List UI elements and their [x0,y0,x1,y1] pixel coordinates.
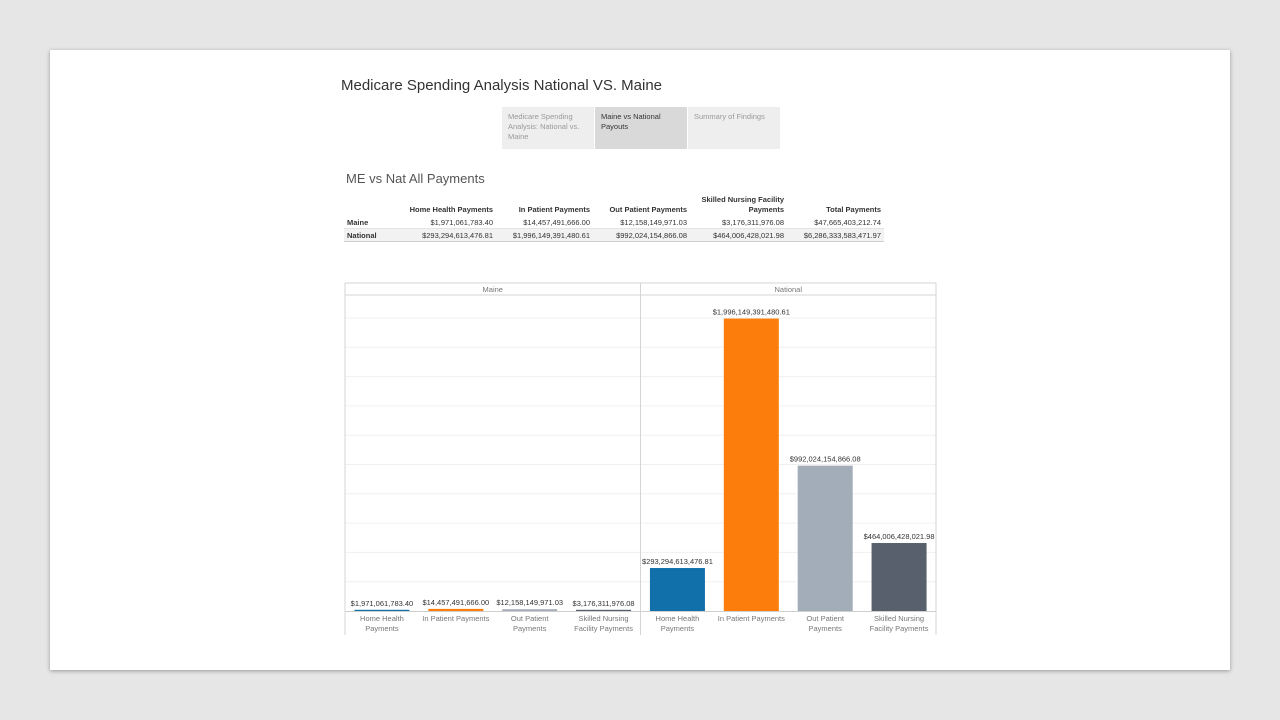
bar-national-3 [798,466,853,611]
col-header-in-patient: In Patient Payments [496,195,593,216]
table-cell: $1,971,061,783.40 [402,216,496,229]
data-label: $1,971,061,783.40 [351,599,414,608]
payments-crosstab: Home Health Payments In Patient Payments… [344,195,884,242]
story-title: Medicare Spending Analysis National VS. … [341,77,662,94]
category-tick-label: Out Patient [806,614,844,623]
story-page: Medicare Spending Analysis National VS. … [50,50,1230,670]
col-header-skilled-nursing: Skilled Nursing Facility Payments [690,195,787,216]
table-row: National $293,294,613,476.81 $1,996,149,… [344,229,884,242]
data-label: $464,006,428,021.98 [864,532,935,541]
category-tick-label: Home Health [360,614,404,623]
table-cell: $1,996,149,391,480.61 [496,229,593,242]
category-tick-label: Payments [809,624,843,633]
sheet-title: ME vs Nat All Payments [346,171,485,186]
category-tick-label: Skilled Nursing [874,614,924,623]
category-tick-label: Payments [365,624,399,633]
col-header-total: Total Payments [787,195,884,216]
data-label: $14,457,491,666.00 [422,598,489,607]
data-label: $1,996,149,391,480.61 [713,308,790,317]
row-header: National [344,229,402,242]
data-label: $3,176,311,976.08 [573,599,635,608]
table-cell: $992,024,154,866.08 [593,229,690,242]
category-tick-label: Home Health [656,614,700,623]
corner-header [344,195,402,216]
category-tick-label: Facility Payments [870,624,929,633]
panel-header-national: National [774,285,802,294]
story-point-national-vs-maine[interactable]: Medicare Spending Analysis: National vs.… [502,107,594,149]
table-cell: $464,006,428,021.98 [690,229,787,242]
story-point-summary-of-findings[interactable]: Summary of Findings [688,107,780,149]
data-label: $293,294,613,476.81 [642,557,713,566]
payments-bar-chart: Maine National $1,971,061,783.40 $14,457,4… [342,280,942,640]
category-tick-label: In Patient Payments [422,614,489,623]
table-cell: $3,176,311,976.08 [690,216,787,229]
table-row: Maine $1,971,061,783.40 $14,457,491,666.… [344,216,884,229]
table-cell: $14,457,491,666.00 [496,216,593,229]
category-tick-label: In Patient Payments [718,614,785,623]
col-header-out-patient: Out Patient Payments [593,195,690,216]
bar-national-4 [872,543,927,611]
story-point-maine-vs-national-payouts[interactable]: Maine vs National Payouts [595,107,687,149]
category-tick-label: Payments [513,624,547,633]
panel-header-maine: Maine [483,285,503,294]
category-tick-label: Out Patient [511,614,549,623]
data-label: $992,024,154,866.08 [790,455,861,464]
col-header-home-health: Home Health Payments [402,195,496,216]
category-tick-label: Facility Payments [574,624,633,633]
table-cell: $47,665,403,212.74 [787,216,884,229]
bar-maine-2 [428,609,483,611]
story-navigator: Medicare Spending Analysis: National vs.… [502,107,781,149]
category-tick-label: Skilled Nursing [579,614,629,623]
table-cell: $293,294,613,476.81 [402,229,496,242]
category-tick-label: Payments [661,624,695,633]
data-label: $12,158,149,971.03 [496,598,563,607]
bar-maine-3 [502,609,557,611]
bar-national-1 [650,568,705,611]
bar-maine-4 [576,610,631,611]
bar-national-2 [724,319,779,611]
chart-panel-headers: Maine National [483,285,803,294]
table-cell: $12,158,149,971.03 [593,216,690,229]
table-cell: $6,286,333,583,471.97 [787,229,884,242]
bar-maine-1 [354,610,409,611]
row-header: Maine [344,216,402,229]
